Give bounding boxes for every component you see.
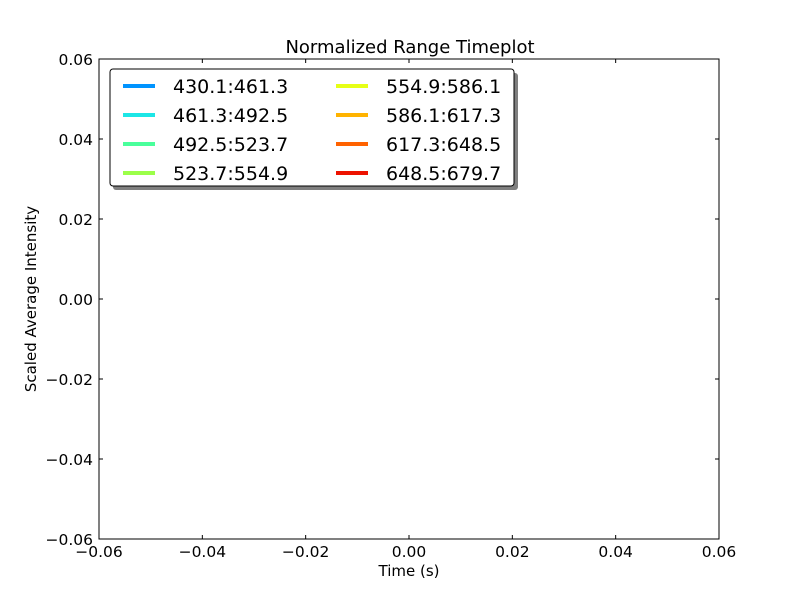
x-tick-label: −0.04 [179,543,227,561]
chart-title: Normalized Range Timeplot [285,37,534,58]
y-tick-label: −0.04 [46,451,94,469]
x-tick-label: −0.06 [75,543,123,561]
x-tick-label: 0.06 [702,543,737,561]
legend-label: 523.7:554.9 [173,163,288,185]
x-tick-label: −0.02 [282,543,330,561]
legend-label: 430.1:461.3 [173,76,288,98]
y-tick-label: 0.02 [58,211,93,229]
x-tick-label: 0.02 [495,543,530,561]
legend-entries: 430.1:461.3 461.3:492.5 492.5:523.7 523.7:5… [123,76,501,185]
legend-label: 461.3:492.5 [173,105,288,127]
legend-label: 617.3:648.5 [386,134,501,156]
y-tick-label: 0.06 [58,51,93,69]
y-axis-label: Scaled Average Intensity [22,206,40,392]
legend-label: 648.5:679.7 [386,163,501,185]
y-tick-label: −0.06 [46,531,94,549]
legend-box [109,68,515,187]
legend-label: 492.5:523.7 [173,134,288,156]
y-tick-label: 0.00 [58,291,93,309]
axis-ticks: −0.06 −0.04 −0.02 0.00 0.02 0.04 0.06 −0.06 −0.0… [46,51,737,561]
y-tick-label: 0.04 [58,131,93,149]
x-tick-label: 0.04 [598,543,633,561]
legend-label: 586.1:617.3 [386,105,501,127]
x-axis-label: Time (s) [378,562,440,580]
legend-label: 554.9:586.1 [386,76,501,98]
y-tick-label: −0.02 [46,371,94,389]
x-tick-label: 0.00 [392,543,427,561]
legend: 430.1:461.3 461.3:492.5 492.5:523.7 523.7:5… [109,68,518,190]
